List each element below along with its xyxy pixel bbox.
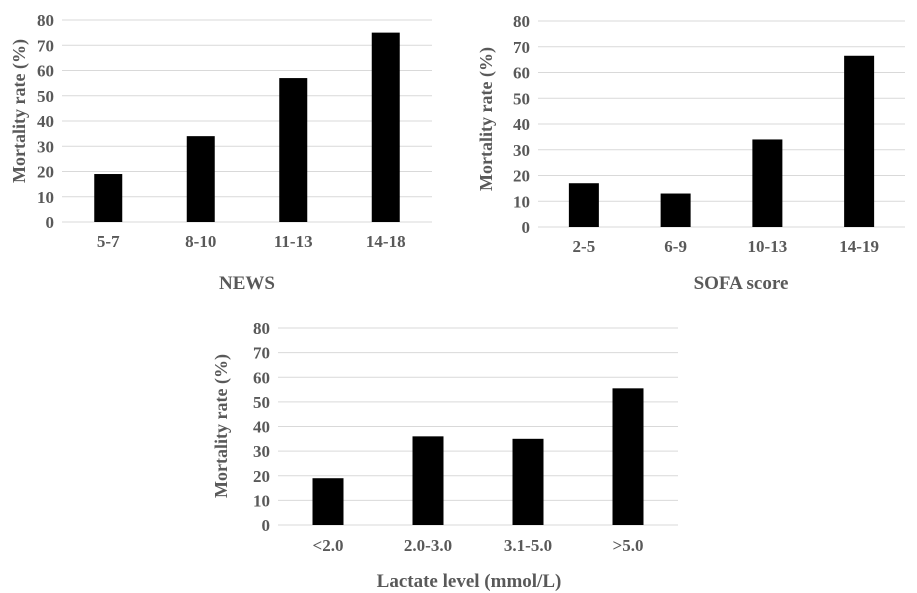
x-tick-label: 5-7 <box>97 232 120 251</box>
bars <box>312 388 644 525</box>
x-axis-label: NEWS <box>219 273 275 294</box>
y-tick-label: 40 <box>37 112 54 131</box>
bars <box>94 32 400 222</box>
y-tick-label: 50 <box>37 87 54 106</box>
y-tick-label: 60 <box>37 62 54 81</box>
gridlines <box>538 20 905 228</box>
y-tick-label: 0 <box>522 218 531 237</box>
gridlines <box>278 327 678 526</box>
x-tick-label: 8-10 <box>185 232 216 251</box>
x-tick-label: 11-13 <box>274 232 313 251</box>
y-axis-label: Mortality rate (%) <box>9 39 30 183</box>
x-tick-label: 14-18 <box>366 232 406 251</box>
x-axis-label: Lactate level (mmol/L) <box>377 571 562 592</box>
x-tick-label: 6-9 <box>664 237 687 256</box>
bar <box>660 193 691 227</box>
bar <box>844 55 875 228</box>
bar <box>612 388 644 525</box>
y-tick-label: 60 <box>513 64 530 83</box>
x-tick-label: 14-19 <box>839 237 879 256</box>
x-tick-label: 10-13 <box>748 237 788 256</box>
bar <box>279 78 308 222</box>
x-tick-label: <2.0 <box>313 536 344 555</box>
y-tick-labels: 0 10 20 30 40 50 60 70 80 <box>253 319 270 535</box>
y-tick-label: 30 <box>513 141 530 160</box>
y-tick-label: 20 <box>37 163 54 182</box>
y-tick-label: 70 <box>37 36 54 55</box>
chart-sofa: 0 10 20 30 40 50 60 70 80 2-5 6-9 10-13 14-19 Morta… <box>476 12 905 294</box>
y-tick-label: 10 <box>37 188 54 207</box>
y-tick-label: 50 <box>513 89 530 108</box>
y-tick-labels: 0 10 20 30 40 50 60 70 80 <box>37 11 54 232</box>
x-tick-label: 3.1-5.0 <box>504 536 552 555</box>
bar <box>94 174 123 222</box>
y-tick-label: 20 <box>513 167 530 186</box>
y-tick-label: 50 <box>253 393 270 412</box>
y-tick-label: 0 <box>46 213 55 232</box>
y-axis-label: Mortality rate (%) <box>476 47 497 191</box>
y-tick-label: 80 <box>253 319 270 338</box>
gridlines <box>62 19 432 223</box>
bar <box>371 32 400 222</box>
x-tick-label: >5.0 <box>613 536 644 555</box>
y-tick-label: 30 <box>253 442 270 461</box>
y-tick-label: 60 <box>253 368 270 387</box>
y-tick-label: 70 <box>513 38 530 57</box>
y-tick-labels: 0 10 20 30 40 50 60 70 80 <box>513 12 530 237</box>
chart-lactate: 0 10 20 30 40 50 60 70 80 <2.0 2.0-3.0 3.1-5.0 >5.0… <box>211 319 678 592</box>
bar <box>752 139 783 227</box>
y-tick-label: 30 <box>37 137 54 156</box>
y-tick-label: 80 <box>37 11 54 30</box>
chart-news: 0 10 20 30 40 50 60 70 80 5-7 8-10 11-13 14-18 Mort… <box>9 11 432 294</box>
y-tick-label: 70 <box>253 344 270 363</box>
x-tick-labels: <2.0 2.0-3.0 3.1-5.0 >5.0 <box>313 536 644 555</box>
y-tick-label: 10 <box>253 491 270 510</box>
y-tick-label: 10 <box>513 192 530 211</box>
y-tick-label: 80 <box>513 12 530 31</box>
bar <box>312 478 344 525</box>
bars <box>568 55 875 228</box>
x-tick-label: 2.0-3.0 <box>404 536 452 555</box>
x-tick-labels: 5-7 8-10 11-13 14-18 <box>97 232 406 251</box>
x-tick-label: 2-5 <box>573 237 596 256</box>
bar <box>186 136 215 222</box>
y-tick-label: 0 <box>262 516 271 535</box>
y-tick-label: 40 <box>253 418 270 437</box>
y-axis-label: Mortality rate (%) <box>211 354 232 498</box>
bar <box>512 438 544 525</box>
y-tick-label: 40 <box>513 115 530 134</box>
y-tick-label: 20 <box>253 467 270 486</box>
bar <box>412 436 444 525</box>
x-axis-label: SOFA score <box>694 273 789 294</box>
bar <box>568 183 599 227</box>
x-tick-labels: 2-5 6-9 10-13 14-19 <box>573 237 879 256</box>
